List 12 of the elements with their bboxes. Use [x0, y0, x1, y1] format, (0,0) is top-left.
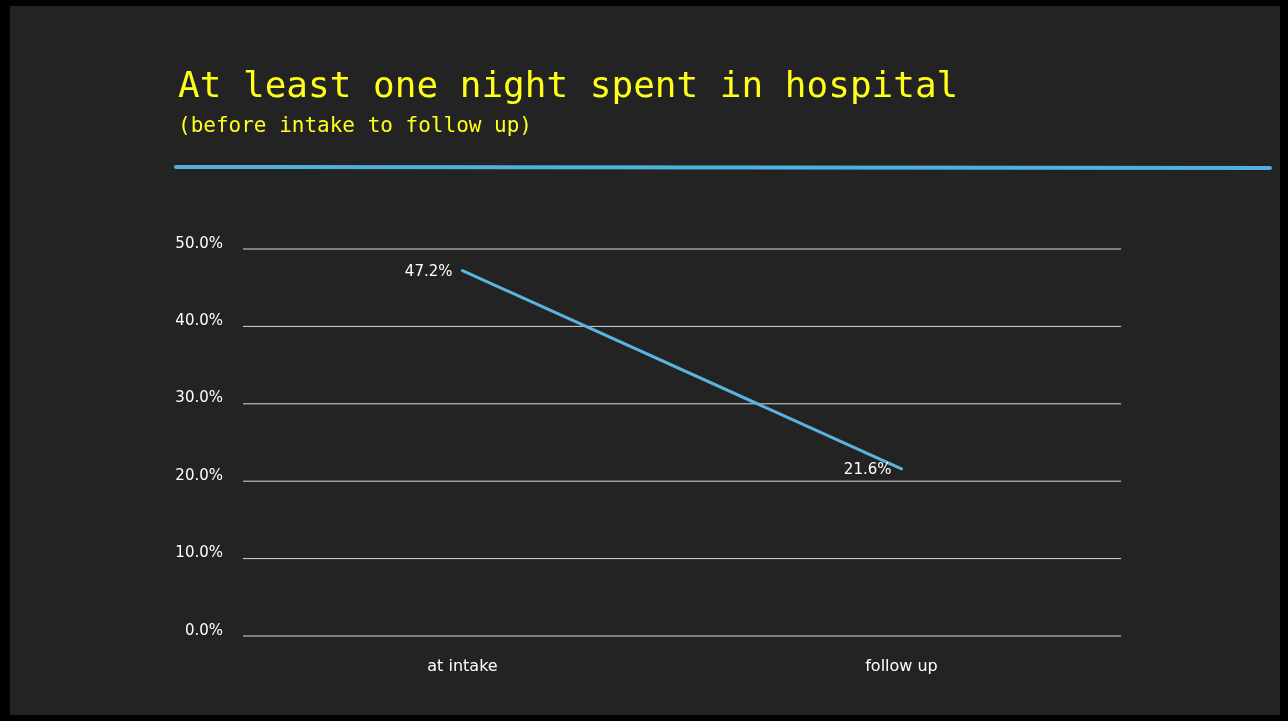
y-tick-label: 50.0%: [175, 233, 223, 252]
text: 47.2%: [404, 261, 453, 280]
y-tick-label: 0.0%: [184, 620, 223, 639]
y-tick-label: 30.0%: [175, 388, 223, 407]
text: 21.6%: [843, 459, 892, 478]
y-tick-label: 10.0%: [175, 543, 223, 562]
chart-title: At least one night spent in hospital: [178, 64, 959, 105]
chart-subtitle: (before intake to follow up): [178, 113, 533, 137]
x-tick-label: at intake: [427, 656, 498, 675]
x-tick-label: follow up: [865, 656, 938, 675]
y-tick-label: 20.0%: [175, 465, 223, 484]
y-tick-label: 40.0%: [175, 310, 223, 329]
